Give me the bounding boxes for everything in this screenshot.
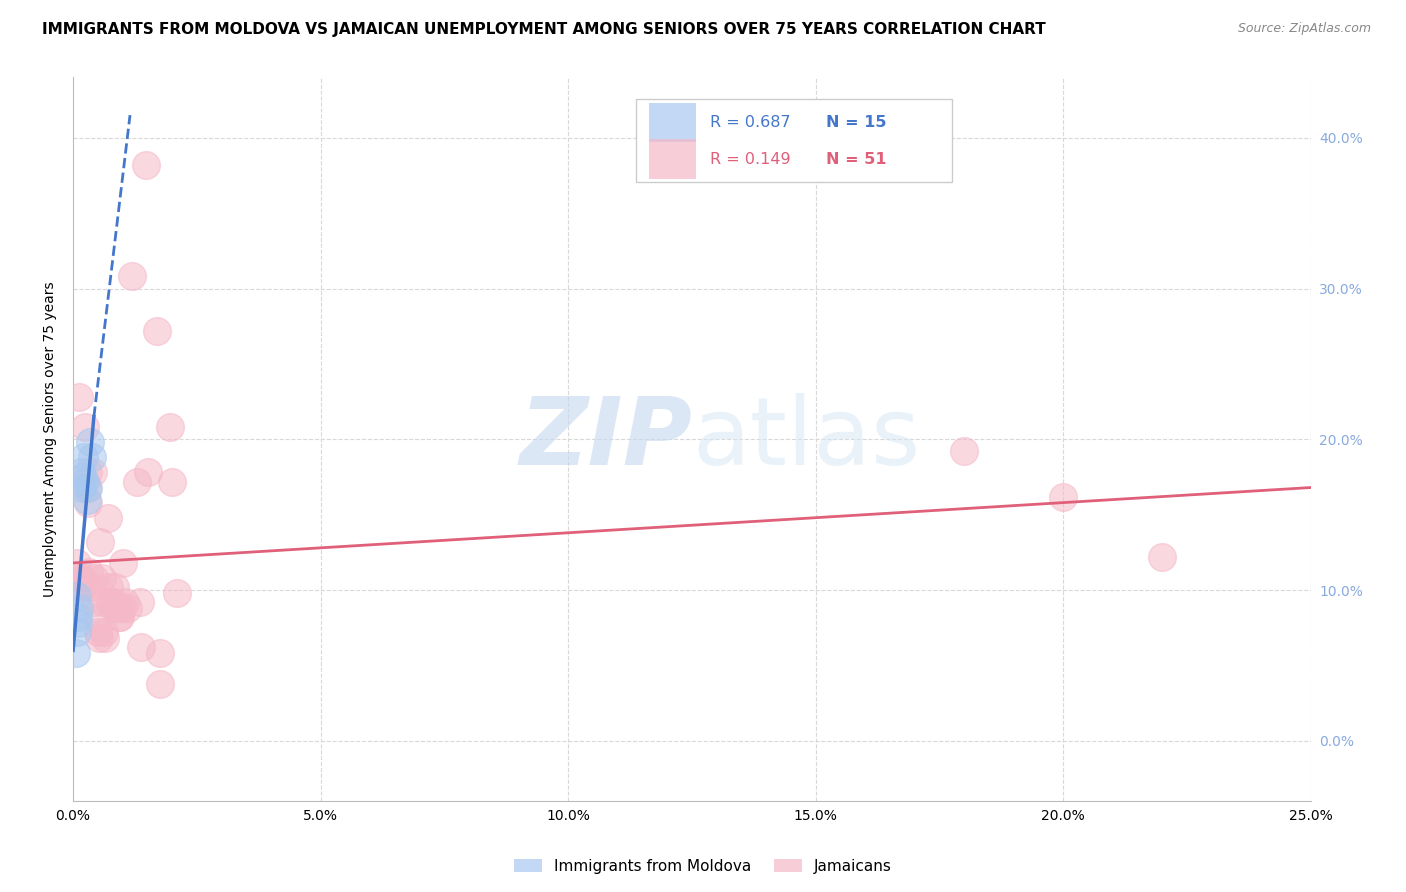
Point: [77, 481, 100, 495]
Text: ZIP: ZIP: [519, 393, 692, 485]
Point: [138, 466, 160, 480]
Point: [104, 580, 127, 594]
Point: [93, 625, 115, 640]
Point: [1052, 490, 1074, 504]
Point: [149, 646, 172, 660]
Point: [107, 610, 129, 624]
Point: [67, 601, 90, 615]
Point: [86, 610, 108, 624]
Point: [97, 510, 120, 524]
Point: [146, 324, 169, 338]
Bar: [648, 139, 696, 179]
Point: [80, 450, 103, 465]
Point: [67, 616, 90, 631]
Point: [135, 158, 157, 172]
Point: [127, 475, 149, 489]
Point: [107, 601, 129, 615]
Point: [75, 475, 97, 489]
Point: [66, 589, 89, 603]
Text: Source: ZipAtlas.com: Source: ZipAtlas.com: [1237, 22, 1371, 36]
Point: [83, 571, 105, 585]
Point: [1152, 549, 1174, 564]
Point: [76, 492, 98, 507]
Text: R = 0.149: R = 0.149: [710, 152, 792, 167]
Point: [111, 556, 134, 570]
Point: [66, 556, 89, 570]
Point: [129, 595, 152, 609]
Text: N = 51: N = 51: [825, 152, 886, 167]
Point: [66, 625, 89, 640]
Point: [160, 475, 183, 489]
Point: [70, 481, 93, 495]
Point: [121, 269, 143, 284]
Point: [72, 470, 94, 484]
Point: [114, 595, 136, 609]
Point: [79, 580, 101, 594]
Point: [76, 481, 98, 495]
Point: [67, 390, 90, 404]
Point: [67, 580, 90, 594]
Point: [87, 632, 110, 646]
Text: N = 15: N = 15: [825, 115, 886, 130]
Point: [94, 632, 117, 646]
Point: [87, 625, 110, 640]
Point: [77, 466, 100, 480]
Text: R = 0.687: R = 0.687: [710, 115, 792, 130]
Point: [110, 601, 132, 615]
Y-axis label: Unemployment Among Seniors over 75 years: Unemployment Among Seniors over 75 years: [44, 282, 58, 597]
Point: [67, 610, 90, 624]
Point: [90, 571, 112, 585]
Point: [72, 580, 94, 594]
Point: [77, 495, 100, 509]
Point: [149, 676, 172, 690]
Point: [84, 595, 107, 609]
Point: [67, 571, 90, 585]
Legend: Immigrants from Moldova, Jamaicans: Immigrants from Moldova, Jamaicans: [508, 853, 898, 880]
Point: [117, 601, 139, 615]
Point: [77, 565, 100, 579]
Point: [82, 466, 104, 480]
Point: [953, 444, 976, 458]
Point: [97, 580, 120, 594]
Point: [89, 534, 111, 549]
Point: [166, 586, 188, 600]
Point: [101, 595, 124, 609]
Point: [98, 595, 121, 609]
Point: [91, 595, 114, 609]
Point: [69, 466, 91, 480]
Point: [79, 435, 101, 450]
Point: [103, 601, 125, 615]
Point: [73, 450, 96, 465]
Point: [65, 646, 87, 660]
Text: atlas: atlas: [692, 393, 920, 485]
Point: [75, 420, 97, 434]
Point: [159, 420, 181, 434]
Bar: [648, 103, 696, 143]
Point: [108, 610, 131, 624]
FancyBboxPatch shape: [636, 99, 952, 182]
Point: [131, 640, 153, 655]
Text: IMMIGRANTS FROM MOLDOVA VS JAMAICAN UNEMPLOYMENT AMONG SENIORS OVER 75 YEARS COR: IMMIGRANTS FROM MOLDOVA VS JAMAICAN UNEM…: [42, 22, 1046, 37]
Point: [70, 571, 93, 585]
